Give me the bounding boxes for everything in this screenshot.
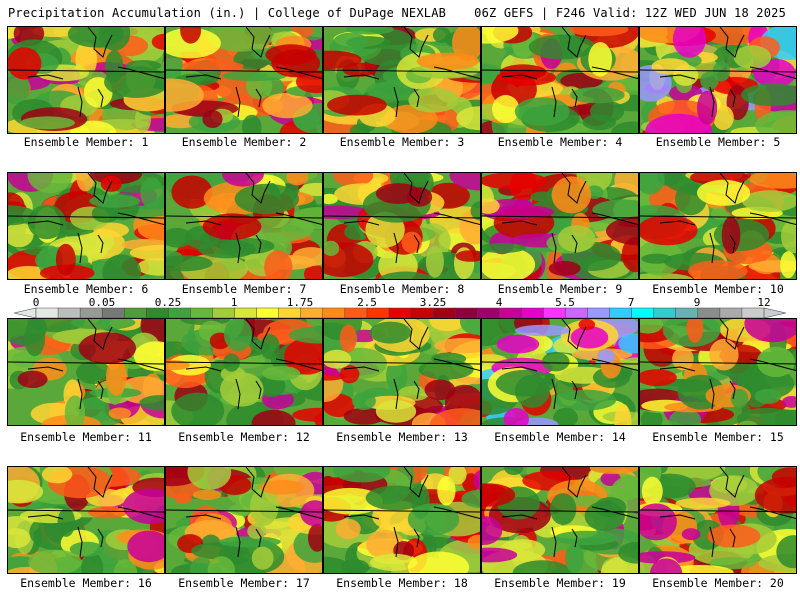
member-caption-5: Ensemble Member: 5 [655,135,781,149]
member-map-10 [639,172,797,280]
member-caption-15: Ensemble Member: 15 [652,430,784,444]
colorbar-swatch [123,307,147,319]
member-map-1 [7,26,165,134]
member-caption-14: Ensemble Member: 14 [494,430,626,444]
member-map-20 [639,466,797,574]
colorbar-swatch [653,307,677,319]
colorbar-swatch [499,307,522,319]
member-map-6 [7,172,165,280]
colorbar-tick-label: 7 [627,296,635,309]
colorbar-tick-label: 5.5 [555,296,575,309]
colorbar-swatch [79,307,103,319]
colorbar-scale [13,307,787,319]
member-caption-3: Ensemble Member: 3 [339,135,465,149]
colorbar-swatch [410,307,434,319]
colorbar-swatch [344,307,368,319]
colorbar-swatch [278,307,302,319]
member-map-7 [165,172,323,280]
colorbar-swatch [256,307,280,319]
colorbar-swatch [521,307,544,319]
member-caption-9: Ensemble Member: 9 [497,282,623,296]
colorbar-swatch [454,307,478,319]
member-map-9 [481,172,639,280]
colorbar-swatch [609,307,633,319]
colorbar-tick-label: 0.05 [88,296,116,309]
model-valid-time: 06Z GEFS | F246 Valid: 12Z WED JUN 18 20… [474,6,786,20]
colorbar-tick-label: 9 [693,296,701,309]
member-caption-19: Ensemble Member: 19 [494,576,626,590]
colorbar-tick-label: 1 [230,296,238,309]
product-title: Precipitation Accumulation (in.) | Colle… [8,6,447,20]
member-caption-11: Ensemble Member: 11 [20,430,152,444]
colorbar-tick-label: 0.25 [154,296,182,309]
member-caption-20: Ensemble Member: 20 [652,576,784,590]
colorbar-tick-label: 4 [495,296,503,309]
colorbar-swatch [322,307,346,319]
colorbar-swatch [565,307,589,319]
member-caption-4: Ensemble Member: 4 [497,135,623,149]
colorbar-swatch [587,307,611,319]
member-map-19 [481,466,639,574]
member-caption-6: Ensemble Member: 6 [23,282,149,296]
colorbar-swatch [101,307,125,319]
member-map-13 [323,318,481,426]
member-map-16 [7,466,165,574]
member-map-17 [165,466,323,574]
member-caption-17: Ensemble Member: 17 [178,576,310,590]
colorbar-swatch [741,307,765,319]
colorbar-tick-label: 1.75 [286,296,314,309]
member-caption-2: Ensemble Member: 2 [181,135,307,149]
colorbar-swatch [543,307,567,319]
member-caption-7: Ensemble Member: 7 [181,282,307,296]
colorbar-swatch [432,307,456,319]
colorbar-swatch [57,307,81,319]
member-map-15 [639,318,797,426]
colorbar-swatch [697,307,721,319]
colorbar-swatch [300,307,324,319]
member-map-3 [323,26,481,134]
member-caption-10: Ensemble Member: 10 [652,282,784,296]
member-map-8 [323,172,481,280]
colorbar-tick-label: 12 [757,296,771,309]
colorbar-tick-label: 3.25 [419,296,447,309]
colorbar-swatch [35,307,59,319]
colorbar-swatch [234,307,258,319]
member-map-5 [639,26,797,134]
colorbar-swatch [388,307,412,319]
colorbar-swatch [719,307,743,319]
colorbar-swatch [675,307,699,319]
colorbar-swatch [190,307,214,319]
colorbar-tick-label: 2.5 [357,296,377,309]
colorbar-swatch [366,307,390,319]
member-caption-8: Ensemble Member: 8 [339,282,465,296]
member-map-4 [481,26,639,134]
member-caption-1: Ensemble Member: 1 [23,135,149,149]
member-map-2 [165,26,323,134]
colorbar-swatch [631,307,655,319]
member-map-14 [481,318,639,426]
member-caption-18: Ensemble Member: 18 [336,576,468,590]
member-caption-12: Ensemble Member: 12 [178,430,310,444]
colorbar-swatch [212,307,236,319]
member-map-18 [323,466,481,574]
member-caption-16: Ensemble Member: 16 [20,576,152,590]
colorbar-swatch [146,307,169,319]
colorbar-tick-label: 0 [32,296,40,309]
precip-colorbar: 0 0.05 0.25 1 1.75 2.5 3.25 4 5.5 7 9 12 [0,296,800,320]
header: Precipitation Accumulation (in.) | Colle… [0,0,800,24]
colorbar-swatch [476,307,500,319]
colorbar-swatch [168,307,191,319]
member-map-11 [7,318,165,426]
member-caption-13: Ensemble Member: 13 [336,430,468,444]
member-map-12 [165,318,323,426]
